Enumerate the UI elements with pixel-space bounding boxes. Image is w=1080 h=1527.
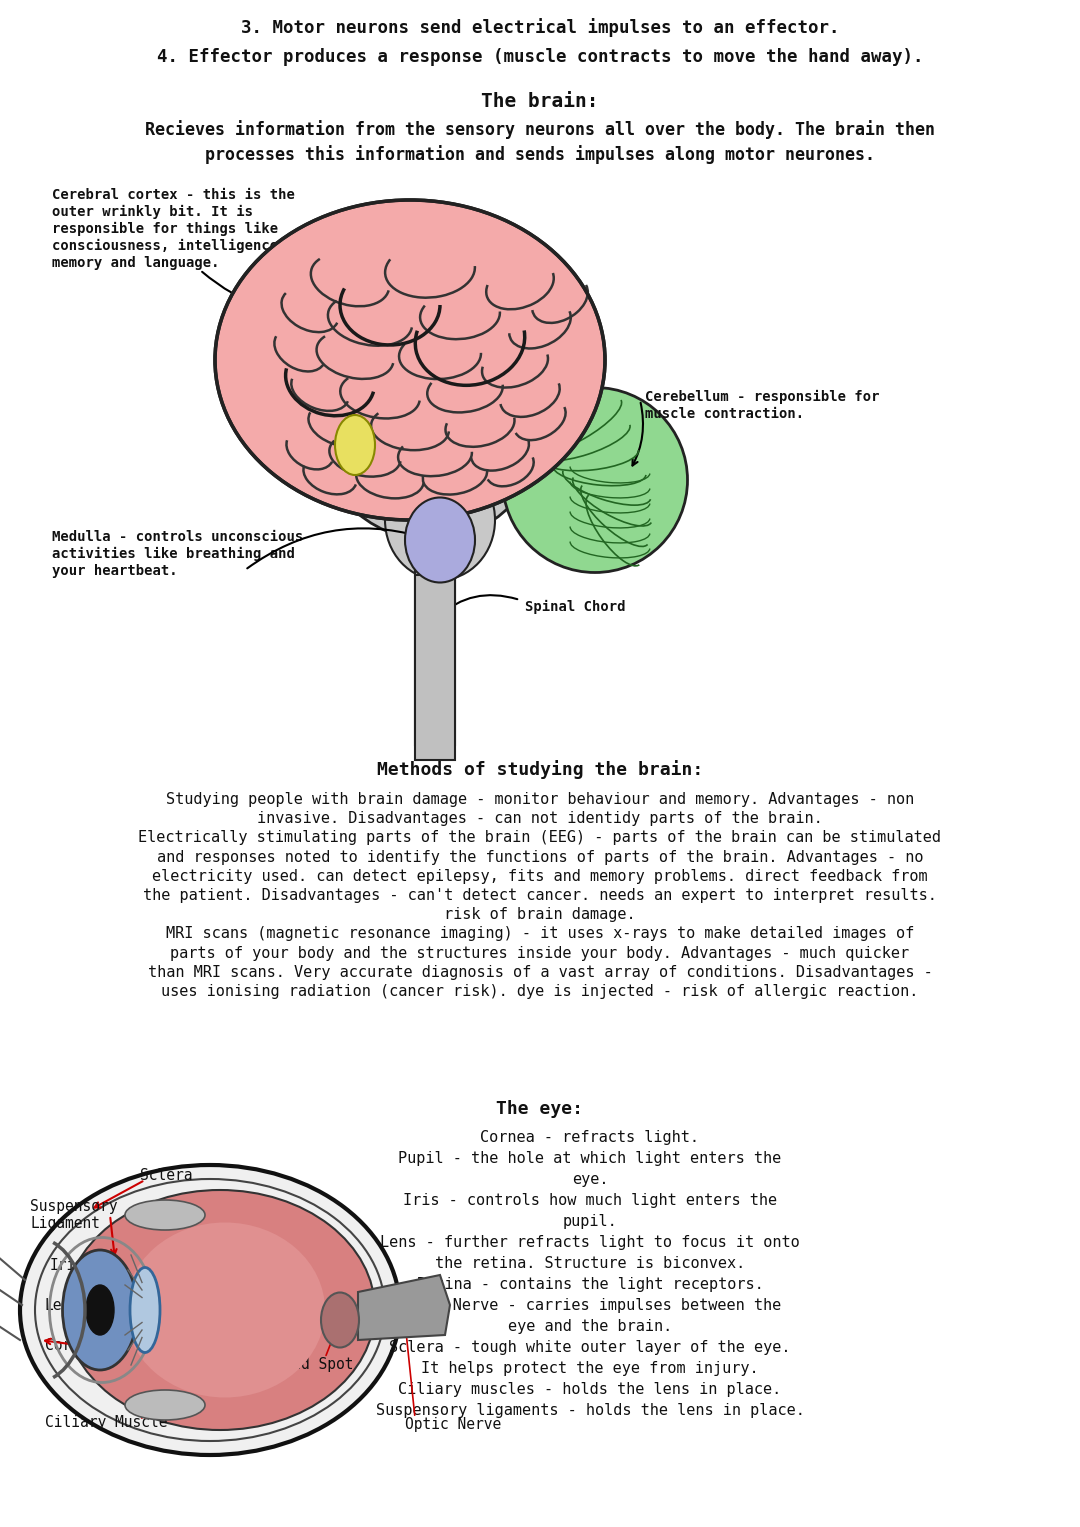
Text: Lens: Lens <box>45 1298 80 1313</box>
Ellipse shape <box>125 1390 205 1420</box>
Ellipse shape <box>384 460 495 580</box>
Text: The eye:: The eye: <box>497 1099 583 1118</box>
Ellipse shape <box>65 1190 375 1429</box>
Ellipse shape <box>86 1286 114 1335</box>
Text: The brain:: The brain: <box>482 92 598 111</box>
Polygon shape <box>357 1275 450 1341</box>
Text: Cornea: Cornea <box>45 1338 97 1353</box>
Text: Blind Spot: Blind Spot <box>267 1358 354 1373</box>
Ellipse shape <box>125 1223 325 1397</box>
Text: Medulla - controls unconscious
activities like breathing and
your heartbeat.: Medulla - controls unconscious activitie… <box>52 530 303 577</box>
Ellipse shape <box>405 498 475 582</box>
Text: Retina: Retina <box>204 1263 256 1278</box>
Text: Ciliary Muscle: Ciliary Muscle <box>45 1414 167 1429</box>
Text: Iris: Iris <box>50 1258 85 1272</box>
Text: Cerebellum - responsible for
muscle contraction.: Cerebellum - responsible for muscle cont… <box>645 389 879 421</box>
Text: 4. Effector produces a response (muscle contracts to move the hand away).: 4. Effector produces a response (muscle … <box>157 47 923 66</box>
Text: Cerebral cortex - this is the
outer wrinkly bit. It is
responsible for things li: Cerebral cortex - this is the outer wrin… <box>52 188 295 270</box>
Text: 3. Motor neurons send electrical impulses to an effector.: 3. Motor neurons send electrical impulse… <box>241 18 839 37</box>
Text: Suspensory
Ligament: Suspensory Ligament <box>30 1199 118 1231</box>
Ellipse shape <box>321 1292 359 1347</box>
Ellipse shape <box>63 1251 137 1370</box>
Text: Methods of studying the brain:: Methods of studying the brain: <box>377 760 703 779</box>
Text: Optic Nerve: Optic Nerve <box>405 1417 501 1432</box>
Text: Spinal Chord: Spinal Chord <box>525 600 625 614</box>
Text: Studying people with brain damage - monitor behaviour and memory. Advantages - n: Studying people with brain damage - moni… <box>138 793 942 999</box>
Text: Cornea - refracts light.
Pupil - the hole at which light enters the
eye.
Iris - : Cornea - refracts light. Pupil - the hol… <box>376 1130 805 1419</box>
Ellipse shape <box>21 1165 400 1455</box>
Text: Recieves information from the sensory neurons all over the body. The brain then: Recieves information from the sensory ne… <box>145 121 935 139</box>
Text: Sclera: Sclera <box>140 1168 192 1182</box>
Text: processes this information and sends impulses along motor neurones.: processes this information and sends imp… <box>205 145 875 163</box>
Ellipse shape <box>502 388 688 573</box>
Ellipse shape <box>335 415 375 475</box>
Ellipse shape <box>215 200 605 521</box>
Bar <box>415 565 455 745</box>
Bar <box>415 576 455 760</box>
Ellipse shape <box>125 1200 205 1231</box>
Ellipse shape <box>315 299 545 541</box>
Ellipse shape <box>130 1267 160 1353</box>
